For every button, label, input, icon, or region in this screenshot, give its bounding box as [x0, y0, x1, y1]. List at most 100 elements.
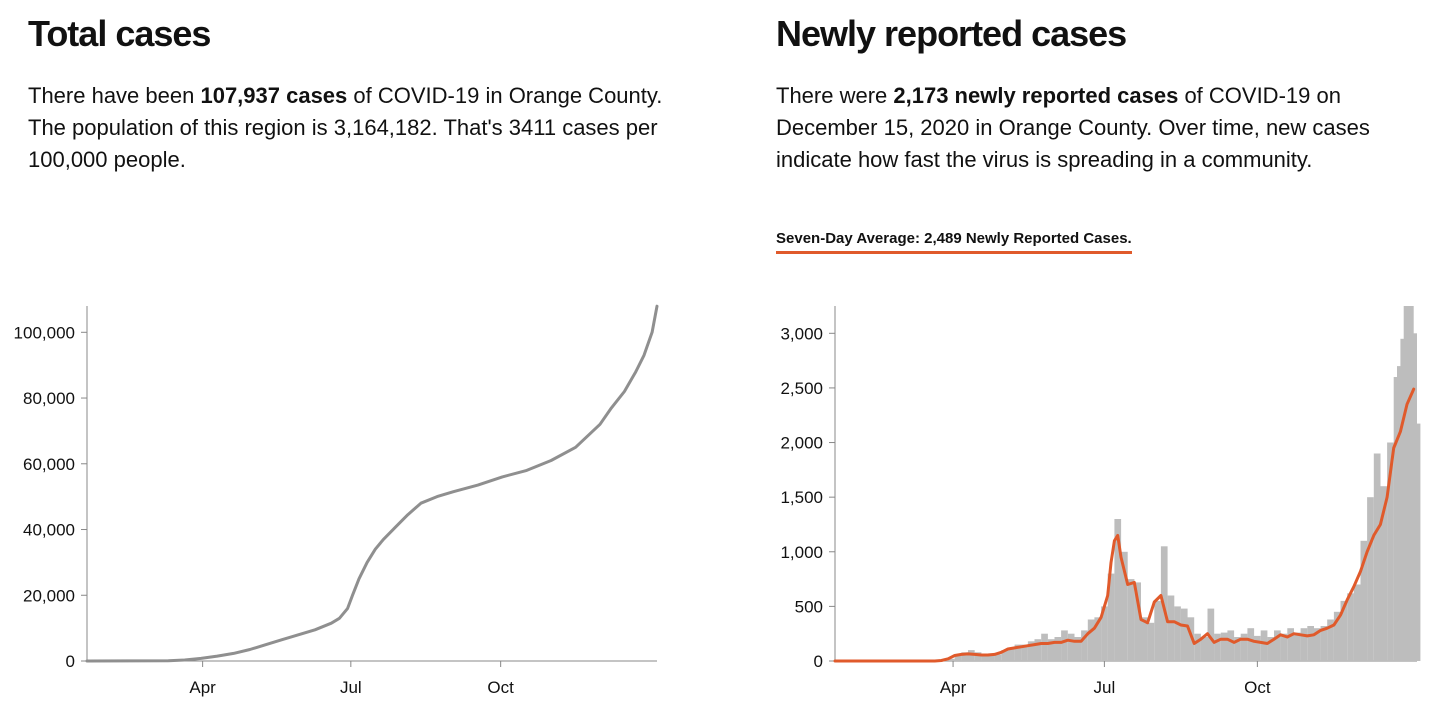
daily-cases-bar: [988, 653, 995, 661]
daily-cases-bar: [1214, 633, 1221, 661]
daily-cases-bar: [1220, 632, 1228, 661]
y-tick-label: 1,000: [780, 543, 823, 562]
daily-cases-bar: [1227, 630, 1235, 661]
daily-cases-bar: [1087, 619, 1095, 661]
daily-cases-bar: [1180, 608, 1188, 661]
daily-cases-bar: [1240, 633, 1248, 661]
daily-cases-bar: [954, 655, 962, 661]
newly-reported-description: There were 2,173 newly reported cases of…: [776, 80, 1396, 176]
daily-cases-bar: [1327, 619, 1334, 661]
y-tick-label: 2,500: [780, 379, 823, 398]
daily-cases-bar: [1174, 606, 1181, 661]
daily-cases-bar: [1074, 637, 1082, 661]
daily-cases-bar: [1300, 628, 1308, 661]
total-cases-line: [85, 304, 659, 663]
daily-cases-bar: [1081, 630, 1088, 661]
daily-cases-bar: [1320, 626, 1328, 661]
daily-cases-bar: [1293, 632, 1301, 661]
daily-cases-bar: [1397, 366, 1404, 661]
daily-cases-bar: [1333, 611, 1341, 661]
daily-cases-bar: [1114, 519, 1122, 661]
daily-cases-bar: [1274, 630, 1281, 661]
daily-cases-bar: [1200, 637, 1208, 661]
daily-cases-bar: [1287, 628, 1294, 661]
daily-cases-bar: [1387, 442, 1394, 661]
y-tick-label: 20,000: [23, 586, 75, 605]
daily-cases-bar: [1353, 584, 1361, 661]
daily-cases-bar: [1347, 593, 1354, 661]
y-tick-label: 100,000: [14, 323, 75, 342]
total-desc-pre: There have been: [28, 83, 201, 108]
daily-cases-bar: [1134, 582, 1141, 661]
newly-desc-bold: 2,173 newly reported cases: [893, 83, 1179, 108]
daily-cases-bar: [1367, 497, 1374, 661]
total-cases-chart: 0 20,000 40,000 60,000 80,000 100,000 Apr Jul Oc…: [14, 304, 659, 697]
daily-cases-bar: [1047, 639, 1055, 661]
total-cases-description: There have been 107,937 cases of COVID-1…: [28, 80, 688, 176]
newly-reported-title: Newly reported cases: [776, 13, 1127, 54]
daily-cases-bar: [1034, 639, 1042, 661]
daily-cases-bar: [1054, 637, 1062, 661]
daily-cases-bar: [1267, 637, 1274, 661]
y-tick-label: 80,000: [23, 389, 75, 408]
daily-cases-bar: [1234, 637, 1241, 661]
daily-cases-bar: [1373, 453, 1381, 661]
daily-cases-bar: [1127, 579, 1135, 661]
daily-cases-bar: [961, 652, 969, 661]
daily-cases-bar: [1380, 486, 1388, 661]
daily-cases-bar: [1254, 635, 1261, 661]
daily-cases-bar: [981, 654, 988, 661]
y-tick-label: 60,000: [23, 455, 75, 474]
daily-cases-bar: [1207, 608, 1215, 661]
y-tick-label: 40,000: [23, 521, 75, 540]
daily-cases-bar: [974, 652, 982, 661]
x-tick-label: Jul: [1094, 678, 1116, 697]
daily-cases-bar: [1147, 622, 1155, 661]
total-desc-bold: 107,937 cases: [200, 83, 348, 108]
daily-cases-bar: [1107, 573, 1115, 661]
daily-cases-bar: [1061, 630, 1068, 661]
daily-cases-bar: [1280, 633, 1288, 661]
daily-cases-bar: [1340, 600, 1348, 661]
daily-cases-bar: [1413, 423, 1421, 661]
newly-desc-pre: There were: [776, 83, 894, 108]
daily-cases-bar: [1014, 644, 1022, 661]
seven-day-average-line: [833, 387, 1416, 663]
y-tick-label: 1,500: [780, 488, 823, 507]
total-cases-title: Total cases: [28, 13, 211, 54]
daily-cases-bar: [1067, 633, 1075, 661]
daily-cases-bar: [1410, 333, 1417, 661]
x-tick-label: Apr: [940, 678, 967, 697]
y-tick-label: 0: [814, 652, 823, 671]
daily-cases-bar: [1247, 628, 1255, 661]
daily-cases-bar: [994, 654, 1002, 661]
x-tick-label: Jul: [340, 678, 362, 697]
daily-cases-bar: [1041, 633, 1048, 661]
seven-day-average-label: Seven-Day Average: 2,489 Newly Reported …: [776, 230, 1132, 254]
daily-cases-bar: [1094, 617, 1102, 661]
daily-cases-bar: [1121, 551, 1128, 661]
newly-desc-post: of COVID-19 on December 15, 2020 in Oran…: [776, 83, 1370, 172]
daily-cases-bar: [1001, 650, 1008, 661]
y-tick-label: 500: [795, 597, 823, 616]
daily-cases-bar: [1007, 647, 1015, 661]
daily-cases-bar: [1167, 595, 1175, 661]
x-tick-label: Oct: [487, 678, 514, 697]
daily-cases-bar: [1154, 600, 1161, 661]
daily-cases-bar: [1101, 606, 1108, 661]
daily-cases-bar: [1141, 617, 1148, 661]
daily-cases-bar: [1021, 644, 1028, 661]
y-tick-label: 0: [66, 652, 75, 671]
total-desc-post: of COVID-19 in Orange County. The popula…: [28, 83, 663, 172]
daily-cases-bar: [1027, 641, 1035, 661]
daily-cases-bar: [1313, 628, 1321, 661]
x-tick-label: Apr: [189, 678, 216, 697]
daily-cases-bar: [1187, 617, 1195, 661]
x-tick-label: Oct: [1244, 678, 1271, 697]
daily-cases-bar: [1360, 540, 1368, 661]
newly-reported-chart: 0 500 1,000 1,500 2,000 2,500 3,000 Apr Jul Oct: [780, 306, 1421, 697]
y-tick-label: 2,000: [780, 434, 823, 453]
daily-cases-bar: [1307, 626, 1314, 661]
y-tick-label: 3,000: [780, 324, 823, 343]
daily-cases-bar: [948, 658, 955, 661]
